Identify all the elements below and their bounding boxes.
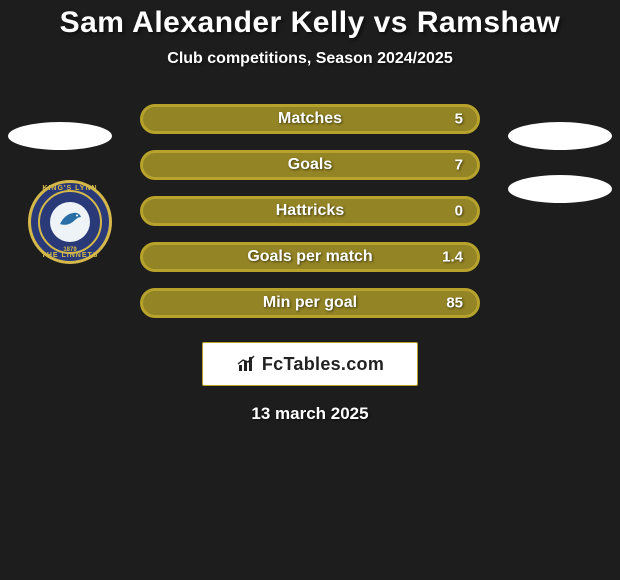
stat-bar-matches: Matches 5 (140, 104, 480, 134)
stat-bar-hattricks: Hattricks 0 (140, 196, 480, 226)
stat-bar-goals-per-match: Goals per match 1.4 (140, 242, 480, 272)
stat-value: 85 (446, 295, 463, 312)
right-ellipse-2 (508, 175, 612, 203)
stat-label: Hattricks (276, 202, 344, 220)
crest-mid-ring: 1879 (38, 190, 102, 254)
bird-icon (57, 208, 83, 230)
left-ellipse (8, 122, 112, 150)
right-ellipse-1 (508, 122, 612, 150)
bar-chart-icon (236, 355, 258, 373)
stat-label: Min per goal (263, 294, 357, 312)
crest-inner (50, 202, 90, 242)
crest-year: 1879 (63, 247, 76, 253)
stat-label: Goals per match (247, 248, 372, 266)
club-crest: KING'S LYNN THE LINNETS 1879 (28, 180, 112, 264)
page-title: Sam Alexander Kelly vs Ramshaw (0, 0, 620, 40)
crest-outer-ring: KING'S LYNN THE LINNETS 1879 (28, 180, 112, 264)
stat-value: 5 (455, 111, 463, 128)
stat-bar-min-per-goal: Min per goal 85 (140, 288, 480, 318)
stat-value: 7 (455, 157, 463, 174)
page-subtitle: Club competitions, Season 2024/2025 (0, 50, 620, 68)
stat-value: 1.4 (442, 249, 463, 266)
watermark: FcTables.com (202, 342, 418, 386)
stat-label: Matches (278, 110, 342, 128)
stat-value: 0 (455, 203, 463, 220)
stat-bar-goals: Goals 7 (140, 150, 480, 180)
watermark-text: FcTables.com (262, 354, 384, 375)
date-text: 13 march 2025 (0, 404, 620, 424)
stat-label: Goals (288, 156, 332, 174)
